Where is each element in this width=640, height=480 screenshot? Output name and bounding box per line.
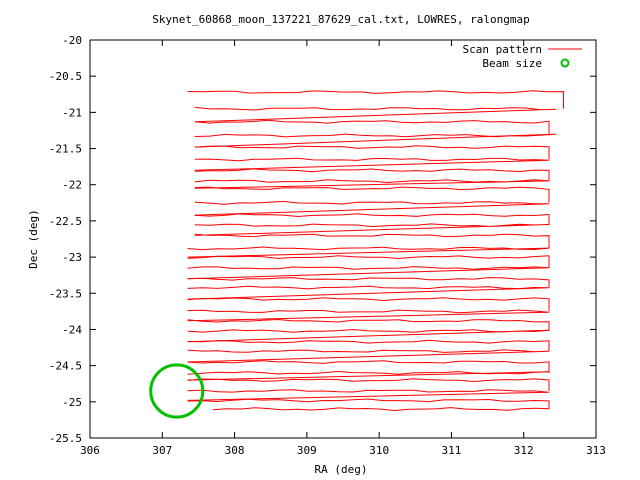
scan-row-line — [187, 246, 550, 258]
y-tick-label: -25 — [62, 396, 82, 409]
scan-row-line — [194, 223, 550, 236]
scan-row-line — [187, 378, 550, 391]
scan-row-line — [187, 318, 550, 331]
scan-row-line — [187, 255, 550, 268]
chart-title: Skynet_60868_moon_137221_87629_cal.txt, … — [152, 13, 530, 26]
scan-row-line — [212, 407, 550, 412]
scan-row-line — [187, 328, 550, 343]
scan-row-line — [187, 277, 550, 288]
scan-row-line — [187, 398, 550, 410]
scan-row-line — [194, 168, 550, 182]
x-tick-label: 312 — [514, 444, 534, 457]
scan-row-line — [187, 285, 550, 300]
scan-pattern-series — [187, 90, 564, 412]
x-tick-label: 307 — [152, 444, 172, 457]
scan-row-line — [187, 297, 550, 312]
scan-row-line — [194, 133, 557, 148]
scan-row-line — [194, 179, 550, 189]
legend-beam-size-swatch — [560, 58, 570, 68]
legend-beam-size-label: Beam size — [482, 57, 542, 70]
beam-size-circle — [149, 363, 205, 419]
y-tick-label: -21.5 — [49, 143, 82, 156]
x-tick-label: 310 — [369, 444, 389, 457]
x-axis-label: RA (deg) — [315, 463, 368, 476]
scan-row-line — [187, 370, 550, 381]
y-tick-label: -24 — [62, 323, 82, 336]
y-tick-label: -20 — [62, 34, 82, 47]
x-tick-label: 308 — [225, 444, 245, 457]
scan-row-line — [194, 157, 550, 171]
axis-ticks: 306 307 308 309 310 311 312 313 -20 -20.5 -21 -21.5… — [49, 34, 606, 457]
y-axis-label: Dec (deg) — [27, 209, 40, 269]
scan-row-line — [194, 106, 557, 123]
x-tick-label: 306 — [80, 444, 100, 457]
scan-row-line — [187, 389, 550, 401]
scan-row-line — [194, 233, 550, 249]
scan-row-line — [194, 213, 550, 226]
scan-row-line — [187, 90, 564, 109]
scan-row-line — [194, 186, 550, 203]
y-tick-label: -22.5 — [49, 215, 82, 228]
scan-row-line — [187, 339, 550, 352]
plot-frame — [89, 39, 597, 439]
x-tick-label: 311 — [441, 444, 461, 457]
legend: Scan pattern Beam size — [463, 43, 582, 70]
y-tick-label: -23 — [62, 251, 82, 264]
scan-row-line — [194, 145, 550, 160]
scan-row-line — [187, 309, 550, 322]
y-tick-label: -23.5 — [49, 287, 82, 300]
scan-row-line — [194, 200, 550, 216]
y-tick-label: -24.5 — [49, 360, 82, 373]
y-tick-label: -22 — [62, 179, 82, 192]
y-tick-label: -21 — [62, 106, 82, 119]
y-tick-label: -20.5 — [49, 70, 82, 83]
legend-scan-pattern-label: Scan pattern — [463, 43, 542, 56]
scan-row-line — [187, 266, 550, 280]
scan-row-line — [187, 349, 550, 363]
x-tick-label: 309 — [297, 444, 317, 457]
scan-row-line — [194, 119, 550, 136]
scan-row-line — [187, 360, 550, 373]
x-tick-label: 313 — [586, 444, 606, 457]
y-tick-label: -25.5 — [49, 432, 82, 445]
beam-size-series — [149, 363, 205, 419]
